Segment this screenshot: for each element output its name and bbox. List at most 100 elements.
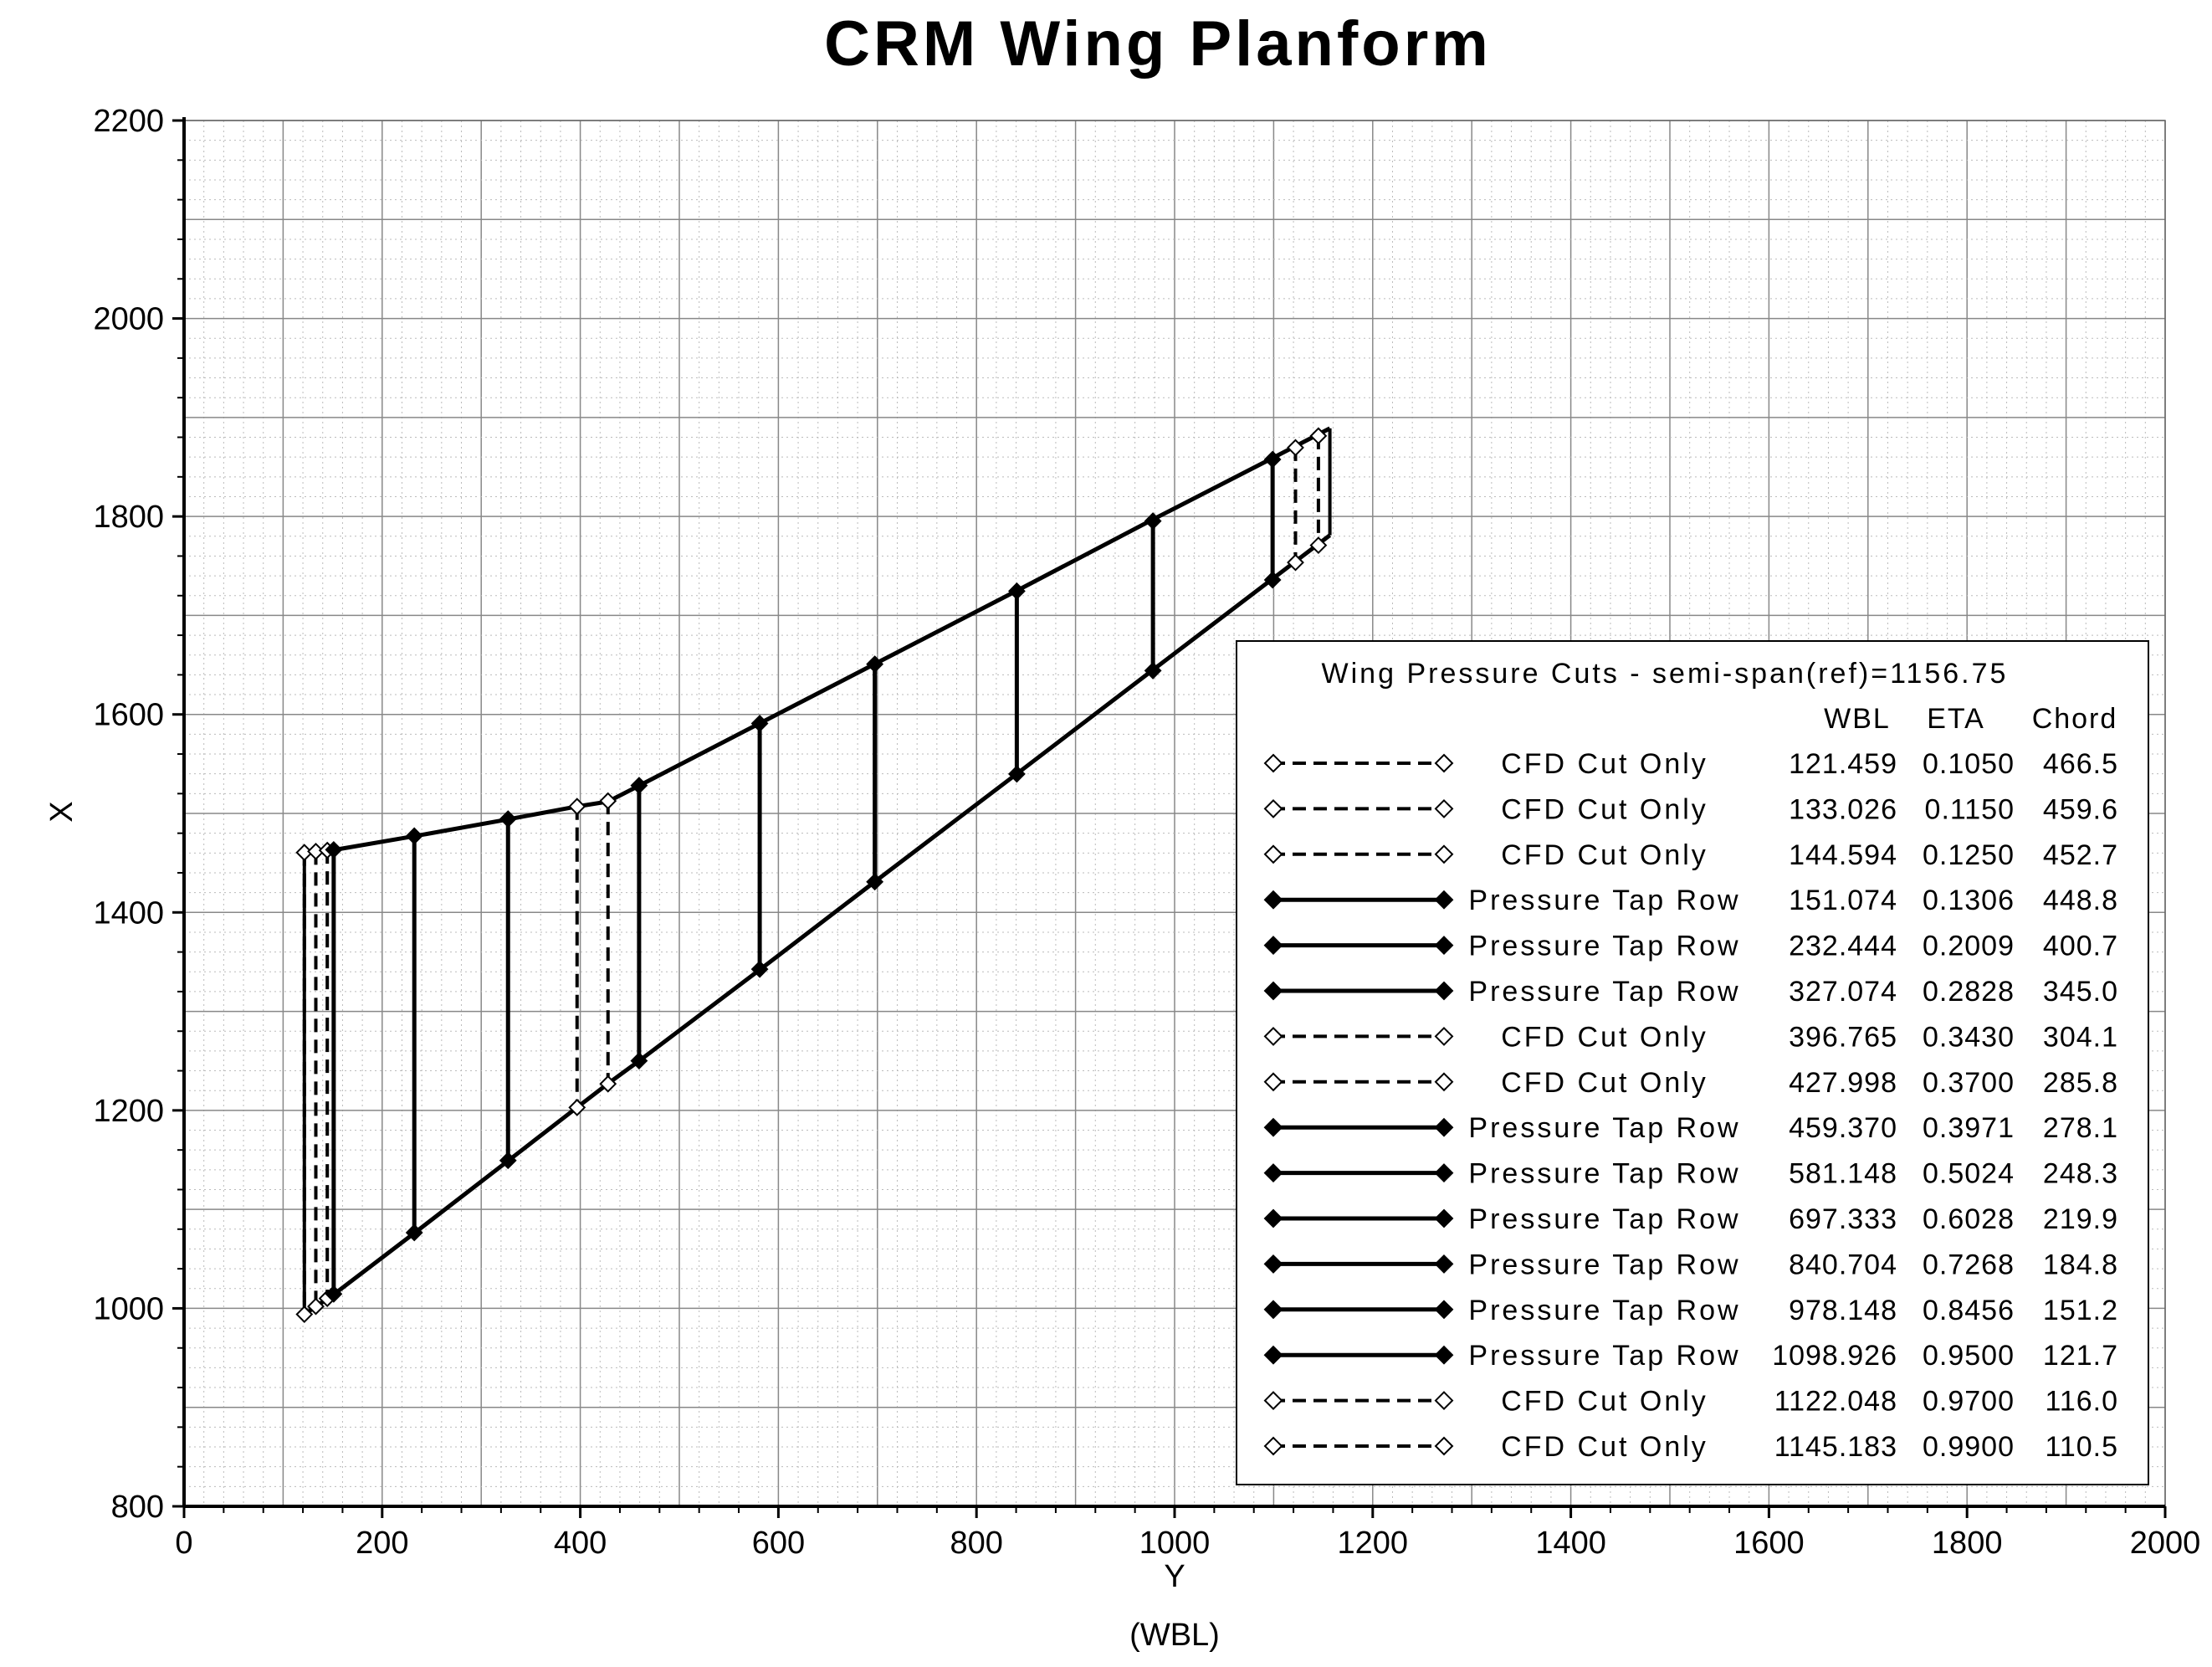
legend-chord: 304.1 (2043, 1021, 2118, 1053)
legend-eta: 0.3971 (1923, 1112, 2015, 1144)
legend-series-name: Pressure Tap Row (1468, 1295, 1740, 1326)
cut-marker-te (325, 1285, 343, 1303)
legend-wbl: 1098.926 (1772, 1340, 1897, 1372)
legend-series-name: Pressure Tap Row (1468, 1203, 1740, 1235)
legend-entry: Pressure Tap Row 581.148 0.5024 248.3 (1263, 1158, 2118, 1190)
legend-marker (1263, 1254, 1283, 1274)
cut-marker-te (405, 1223, 423, 1242)
x-tick-label: 2000 (2130, 1526, 2201, 1561)
legend-eta: 0.9700 (1923, 1386, 2015, 1418)
legend-title: Wing Pressure Cuts - semi-span(ref)=1156… (1322, 658, 2009, 690)
x-tick-label: 600 (752, 1526, 805, 1561)
legend-marker (1434, 753, 1454, 773)
legend-chord: 248.3 (2043, 1158, 2118, 1190)
legend-chord: 448.8 (2043, 885, 2118, 916)
legend-marker (1434, 936, 1454, 956)
legend-series-name: CFD Cut Only (1501, 1067, 1708, 1099)
legend-entry: CFD Cut Only 396.765 0.3430 304.1 (1263, 1021, 2118, 1053)
legend-marker (1434, 1254, 1454, 1274)
cut-marker-te (295, 1305, 314, 1323)
legend-series-name: CFD Cut Only (1501, 1386, 1708, 1418)
legend-marker (1434, 1208, 1454, 1228)
legend-marker (1434, 1163, 1454, 1183)
legend-marker (1263, 798, 1283, 818)
legend-eta: 0.1306 (1923, 885, 2015, 916)
cut-marker-te (1309, 536, 1328, 554)
legend-chord: 285.8 (2043, 1067, 2118, 1099)
legend-marker (1434, 1117, 1454, 1137)
legend-series-name: Pressure Tap Row (1468, 1158, 1740, 1190)
legend-chord: 184.8 (2043, 1249, 2118, 1280)
legend-chord: 452.7 (2043, 839, 2118, 871)
pressure-tap-row-cut (1007, 582, 1026, 783)
x-tick-label: 1000 (1139, 1526, 1211, 1561)
legend-header-wbl: WBL (1824, 703, 1891, 735)
legend-entry: Pressure Tap Row 697.333 0.6028 219.9 (1263, 1203, 2118, 1235)
legend-marker (1263, 981, 1283, 1001)
cut-marker-te (1263, 571, 1282, 589)
legend-marker (1263, 1345, 1283, 1365)
legend-series-name: CFD Cut Only (1501, 1021, 1708, 1053)
legend-marker (1434, 1436, 1454, 1456)
legend-marker (1263, 1391, 1283, 1411)
legend-chord: 219.9 (2043, 1203, 2118, 1235)
legend-wbl: 978.148 (1789, 1295, 1897, 1326)
legend-wbl: 1122.048 (1774, 1386, 1897, 1418)
legend-wbl: 133.026 (1789, 793, 1897, 825)
cfd-cut (599, 792, 617, 1093)
cut-marker-te (630, 1052, 648, 1070)
legend-chord: 116.0 (2045, 1386, 2118, 1418)
legend-chord: 400.7 (2043, 931, 2118, 962)
legend-marker (1263, 1208, 1283, 1228)
legend-series-name: Pressure Tap Row (1468, 885, 1740, 916)
legend-marker (1263, 1436, 1283, 1456)
legend-eta: 0.5024 (1923, 1158, 2015, 1190)
legend-box (1236, 640, 2149, 1485)
legend-wbl: 144.594 (1789, 839, 1897, 871)
legend-marker (1434, 1072, 1454, 1092)
y-tick-label: 1400 (93, 895, 164, 931)
legend-wbl: 1145.183 (1774, 1431, 1897, 1463)
legend-series-name: CFD Cut Only (1501, 748, 1708, 780)
cut-marker-le (750, 715, 769, 732)
legend-entry: Pressure Tap Row 327.074 0.2828 345.0 (1263, 976, 2118, 1008)
x-tick-label: 1800 (1932, 1526, 2003, 1561)
legend-marker (1263, 844, 1283, 864)
legend-eta: 0.8456 (1923, 1295, 2015, 1326)
legend-entry: Pressure Tap Row 978.148 0.8456 151.2 (1263, 1295, 2117, 1326)
legend-eta: 0.2009 (1923, 931, 2015, 962)
y-axis-label: X (44, 801, 79, 822)
y-tick-label: 1200 (93, 1094, 164, 1129)
legend-entry: Pressure Tap Row 151.074 0.1306 448.8 (1263, 885, 2118, 916)
legend-chord: 278.1 (2043, 1112, 2118, 1144)
legend-wbl: 396.765 (1789, 1021, 1897, 1053)
cut-marker-le (630, 777, 648, 795)
legend-entry: CFD Cut Only 1145.183 0.9900 110.5 (1263, 1431, 2117, 1463)
pressure-tap-row-cut (1263, 450, 1282, 589)
legend-eta: 0.9900 (1923, 1431, 2015, 1463)
pressure-tap-row-cut (630, 777, 648, 1070)
cut-marker-le (1007, 582, 1026, 600)
legend-entry: Pressure Tap Row 459.370 0.3971 278.1 (1263, 1112, 2118, 1144)
legend-eta: 0.3700 (1923, 1067, 2015, 1099)
x-axis-label: Y (1164, 1559, 1185, 1594)
cut-marker-le (1144, 512, 1162, 530)
legend-eta: 0.9500 (1923, 1340, 2015, 1372)
legend-wbl: 121.459 (1789, 748, 1897, 780)
y-tick-label: 1600 (93, 698, 164, 733)
pressure-tap-row-cut (866, 655, 884, 891)
cut-marker-le (1287, 439, 1304, 457)
cfd-cut (295, 844, 314, 1323)
pressure-tap-row-cut (499, 810, 517, 1170)
cut-marker-le (866, 655, 884, 674)
chart-title: CRM Wing Planform (824, 8, 1492, 80)
pressure-tap-row-cut (750, 715, 769, 978)
legend-marker (1434, 798, 1454, 818)
x-axis-sublabel: (WBL) (1129, 1618, 1220, 1653)
pressure-tap-row-cut (1144, 512, 1162, 680)
legend-marker (1434, 981, 1454, 1001)
legend-eta: 0.1150 (1925, 793, 2015, 825)
legend-entry: Pressure Tap Row 840.704 0.7268 184.8 (1263, 1249, 2118, 1280)
cut-marker-te (568, 1099, 586, 1116)
legend-chord: 345.0 (2043, 976, 2118, 1008)
